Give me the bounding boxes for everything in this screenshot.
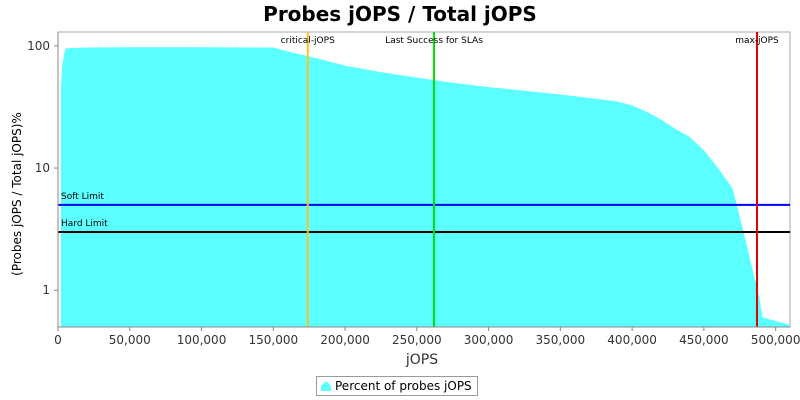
marker-label-0: critical-jOPS <box>281 36 335 46</box>
y-tick-label: 100 <box>27 39 50 53</box>
x-tick-label: 350,000 <box>536 333 586 347</box>
x-tick-label: 50,000 <box>109 333 151 347</box>
x-tick-label: 0 <box>54 333 62 347</box>
x-tick-label: 450,000 <box>679 333 729 347</box>
area-series-percent-probes <box>60 47 790 328</box>
x-tick-label: 300,000 <box>464 333 514 347</box>
legend-swatch-icon <box>321 381 331 391</box>
legend: Percent of probes jOPS <box>316 376 478 396</box>
limit-label-1: Hard Limit <box>61 219 108 229</box>
x-tick-label: 500,000 <box>751 333 800 347</box>
marker-label-1: Last Success for SLAs <box>385 36 483 46</box>
x-tick-label: 150,000 <box>248 333 298 347</box>
x-tick-label: 400,000 <box>607 333 657 347</box>
chart-title: Probes jOPS / Total jOPS <box>263 2 537 26</box>
y-tick-label: 1 <box>42 283 50 297</box>
x-tick-label: 100,000 <box>177 333 227 347</box>
legend-label: Percent of probes jOPS <box>335 379 472 393</box>
y-tick-label: 10 <box>35 161 50 175</box>
y-axis-label: (Probes jOPS / Total jOPS)% <box>10 112 24 276</box>
x-axis-label: jOPS <box>405 352 438 368</box>
x-tick-label: 200,000 <box>320 333 370 347</box>
x-tick-label: 250,000 <box>392 333 442 347</box>
marker-label-2: max-jOPS <box>735 36 779 46</box>
limit-label-0: Soft Limit <box>61 192 104 202</box>
plot-area: Soft Limit Hard Limit critical-jOPS Last Su… <box>27 31 800 347</box>
